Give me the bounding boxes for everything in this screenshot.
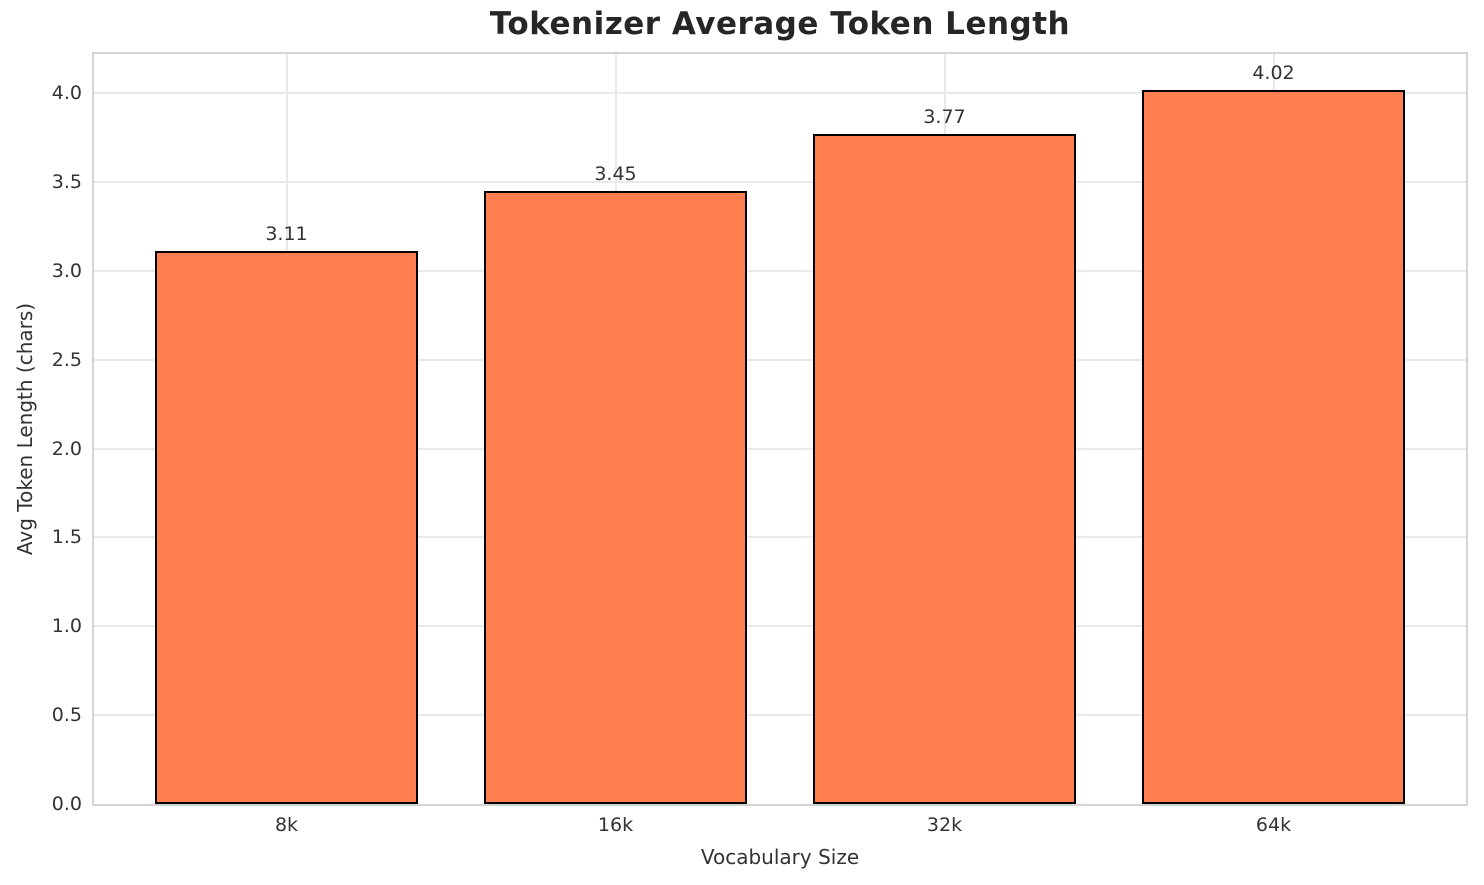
gridline-horizontal bbox=[94, 536, 1466, 539]
bar-value-label: 4.02 bbox=[1252, 61, 1295, 84]
gridline-horizontal bbox=[94, 180, 1466, 183]
bar-16k bbox=[484, 190, 747, 804]
bar-value-label: 3.45 bbox=[594, 162, 637, 185]
gridline-horizontal bbox=[94, 625, 1466, 628]
gridline-horizontal bbox=[94, 447, 1466, 450]
gridline-horizontal bbox=[94, 92, 1466, 95]
gridline-horizontal bbox=[94, 269, 1466, 272]
plot-area: 3.11 3.45 3.77 4.02 bbox=[92, 52, 1468, 806]
bar-value-label: 3.11 bbox=[265, 223, 308, 246]
y-tick-label: 1.5 bbox=[51, 526, 82, 549]
y-tick-label: 0.5 bbox=[51, 704, 82, 727]
x-tick-label: 8k bbox=[274, 814, 299, 836]
chart-title: Tokenizer Average Token Length bbox=[489, 6, 1071, 42]
x-tick-label: 16k bbox=[597, 814, 634, 836]
bar-8k bbox=[155, 251, 418, 804]
y-tick-label: 1.0 bbox=[51, 615, 82, 638]
x-axis-label: Vocabulary Size bbox=[700, 845, 860, 869]
bar-64k bbox=[1142, 89, 1405, 804]
bar-value-label: 3.77 bbox=[923, 105, 966, 128]
x-tick-label: 32k bbox=[926, 814, 963, 836]
y-tick-label: 3.5 bbox=[51, 170, 82, 193]
bar-32k bbox=[813, 133, 1076, 804]
y-tick-label: 2.0 bbox=[51, 437, 82, 460]
y-tick-label: 3.0 bbox=[51, 259, 82, 282]
y-tick-label: 0.0 bbox=[51, 793, 82, 815]
y-axis-label: Avg Token Length (chars) bbox=[13, 302, 37, 556]
gridline-horizontal bbox=[94, 714, 1466, 717]
y-tick-label: 2.5 bbox=[51, 348, 82, 371]
x-tick-label: 64k bbox=[1255, 814, 1292, 836]
gridline-horizontal bbox=[94, 358, 1466, 361]
y-tick-label: 4.0 bbox=[51, 82, 82, 105]
